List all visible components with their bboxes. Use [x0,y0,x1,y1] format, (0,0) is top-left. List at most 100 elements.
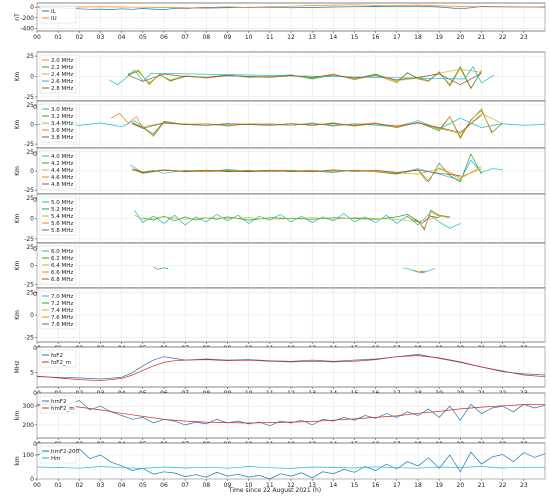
y-tick-label: -400 [20,25,34,32]
y-tick-label: 25 [26,195,34,202]
legend-label: 7.8 MHz [51,322,73,328]
x-tick-label: 14 [330,482,338,489]
legend-label: 6.8 MHz [51,277,73,283]
y-tick-label: 25 [26,290,34,297]
y-tick-label: 0 [30,74,34,81]
x-tick-label: 07 [181,34,189,41]
legend-label: 2.6 MHz [51,79,73,85]
series-line [132,113,503,135]
y-tick-label: 0 [30,216,34,223]
panel-mag: 0 -200 -400 nT 00 01 02 03 04 05 06 07 08 09 10 11 12 13 1… [14,2,546,41]
legend-label: 5.0 MHz [51,200,73,206]
x-tick-label: 01 [54,34,62,41]
x-tick-label: 05 [139,482,147,489]
x-tick-label: 16 [372,34,380,41]
x-tick-label: 22 [499,34,507,41]
x-tick-label: 09 [224,482,232,489]
x-tick-label: 06 [160,34,168,41]
series-line [108,66,495,86]
panel-hm: 100 0 km 00 01 02 03 04 05 06 07 08 09 10 11 12 13 14 15 16… [14,442,546,489]
legend-label: 3.8 MHz [51,135,73,141]
legend-label: IL [51,9,57,15]
y-axis-label: Km [14,119,21,129]
x-tick-label: 14 [330,34,338,41]
x-tick-label: 17 [393,482,401,489]
x-tick-label: 15 [351,34,359,41]
series-line [110,108,493,140]
legend-label: 5.4 MHz [51,214,73,220]
y-tick-label: -25 [24,94,34,101]
y-tick-label: 0 [30,4,34,11]
series-line [153,266,169,270]
series-line [127,65,482,89]
x-tick-label: 12 [287,34,295,41]
series-line [36,355,546,382]
y-tick-label: 200 [23,422,35,429]
x-tick-label: 18 [414,482,422,489]
x-tick-label: 03 [97,482,105,489]
y-tick-label: -25 [24,281,34,288]
y-tick-label: 100 [23,452,35,459]
y-tick-label: 300 [23,403,35,410]
legend-label: 5.2 MHz [51,207,73,213]
legend-label: 4.4 MHz [51,168,73,174]
series-line [417,271,423,274]
legend-box [39,349,77,368]
series-line [36,5,546,10]
x-tick-label: 17 [393,34,401,41]
legend-label: foF2 [51,353,63,359]
series-line [36,400,546,427]
x-tick-label: 18 [414,34,422,41]
y-axis-label: Km [14,166,21,176]
y-tick-label: -25 [24,141,34,148]
legend-label: 2.4 MHz [51,72,73,78]
panel-hmf2: 300200km00010203040506070809101112131415… [14,392,546,448]
y-tick-label: 5 [30,370,34,377]
x-tick-label: 08 [203,482,211,489]
legend-label: 4.0 MHz [51,154,73,160]
legend-label: 3.4 MHz [51,121,73,127]
y-tick-label: 25 [26,102,34,109]
series-line [36,354,546,380]
y-tick-label: -25 [24,236,34,243]
x-tick-label: 10 [245,482,253,489]
x-tick-label: 06 [160,482,168,489]
x-axis-label: Time since 22 August 2021 (h) [228,487,322,494]
x-tick-label: 03 [97,34,105,41]
series-line [36,403,546,424]
y-tick-label: -25 [24,335,34,342]
x-tick-label: 16 [372,482,380,489]
series-line [36,448,546,480]
series-line [419,270,425,273]
x-tick-label: 07 [181,482,189,489]
x-tick-label: 00 [33,34,41,41]
legend-box [39,5,77,24]
legend-label: 4.8 MHz [51,182,73,188]
x-tick-label: 15 [351,482,359,489]
legend-label: 6.6 MHz [51,270,73,276]
legend-label: 7.4 MHz [51,308,73,314]
legend-label: 5.6 MHz [51,221,73,227]
x-tick-label: 05 [139,34,147,41]
y-tick-label: 0 [30,312,34,319]
legend-box [39,445,77,464]
x-tick-label: 23 [520,482,528,489]
y-axis-label: Km [14,260,21,270]
series-line [127,68,482,85]
x-tick-label: 11 [266,482,274,489]
series-line [132,167,482,183]
x-tick-label: 10 [245,34,253,41]
panel-h7: 250-25Km00010203040506070809101112131415… [14,287,546,352]
legend-label: foF2_m [51,360,71,366]
y-axis-label: km [14,411,21,420]
y-tick-label: 0 [30,122,34,129]
legend-label: 3.2 MHz [51,114,73,120]
x-tick-label: 13 [308,482,316,489]
x-tick-label: 01 [54,482,62,489]
series-line [134,169,461,176]
legend-label: hmF2 [51,399,67,405]
x-tick-label: 12 [287,482,295,489]
y-axis-label: Km [14,71,21,81]
